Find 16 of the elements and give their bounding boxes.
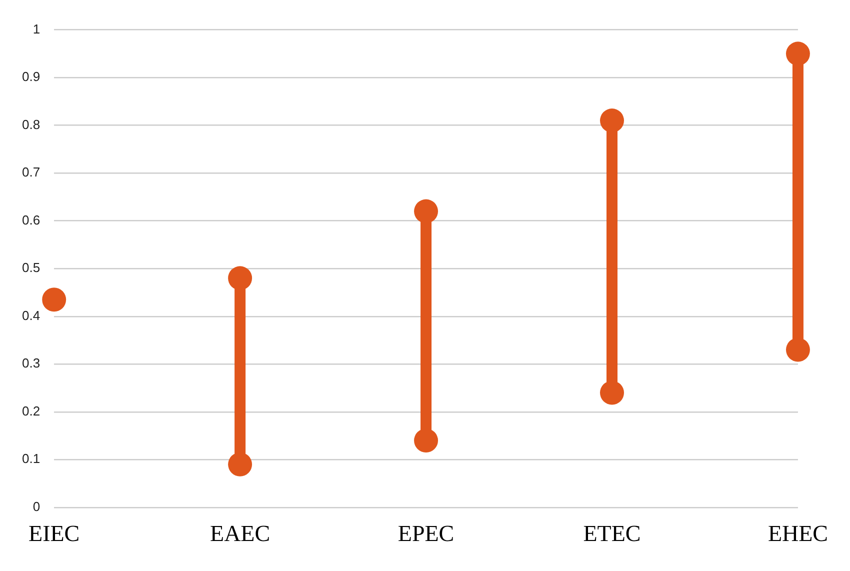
x-tick-label: EHEC — [768, 521, 828, 546]
y-tick-label: 0.2 — [22, 403, 40, 418]
y-tick-label: 0.5 — [22, 260, 40, 276]
y-tick-label: 1 — [32, 21, 40, 36]
y-tick-label: 0.3 — [22, 356, 40, 371]
y-tick-label: 0.9 — [22, 69, 40, 84]
y-tick-label: 0 — [32, 498, 40, 514]
x-tick-label: ETEC — [583, 521, 641, 546]
x-tick-label: EIEC — [28, 521, 80, 546]
y-tick-label: 0.7 — [22, 164, 40, 180]
y-tick-label: 0.1 — [22, 451, 40, 466]
y-tick-label: 0.6 — [22, 212, 40, 228]
y-tick-label: 0.8 — [22, 116, 40, 132]
x-tick-label: EAEC — [210, 521, 270, 546]
x-tick-label: EPEC — [398, 521, 454, 546]
y-tick-label: 0.4 — [22, 308, 40, 323]
